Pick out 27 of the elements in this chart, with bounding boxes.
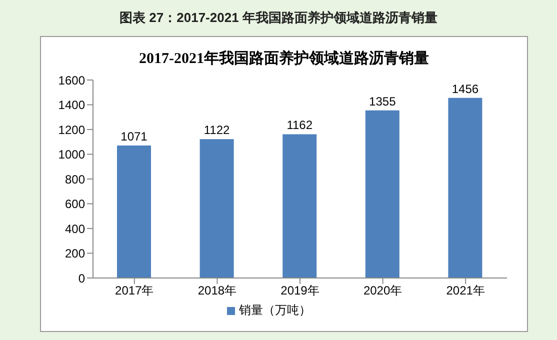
y-tick-label: 1400 <box>58 98 86 112</box>
x-tick-label: 2020年 <box>363 284 402 298</box>
x-tick-label: 2018年 <box>198 284 237 298</box>
legend-label: 销量（万吨） <box>239 303 311 317</box>
y-tick-label: 400 <box>64 222 86 236</box>
chart-title: 图表 27：2017-2021 年我国路面养护领域道路沥青销量 <box>118 9 438 27</box>
bar <box>448 98 482 278</box>
data-label: 1456 <box>452 82 479 96</box>
data-label: 1071 <box>120 129 148 144</box>
x-tick-label: 2017年 <box>115 284 154 298</box>
x-tick-label: 2021年 <box>446 284 485 298</box>
bar <box>117 145 151 278</box>
y-tick-label: 1200 <box>58 122 86 137</box>
y-tick-label: 200 <box>64 246 86 261</box>
y-tick-label: 600 <box>64 197 86 212</box>
chart-subtitle: 2017-2021年我国路面养护领域道路沥青销量 <box>138 49 430 68</box>
y-tick-label: 0 <box>78 271 86 286</box>
x-tick-label: 2019年 <box>280 284 320 298</box>
data-label: 1122 <box>204 123 230 138</box>
y-tick-label: 800 <box>64 172 86 186</box>
bar <box>282 134 317 278</box>
bar <box>365 110 400 278</box>
data-label: 1355 <box>369 94 396 108</box>
y-tick-label: 1000 <box>58 148 86 162</box>
bar <box>200 139 234 278</box>
y-tick-label: 1600 <box>58 73 86 88</box>
data-label: 1162 <box>286 118 313 132</box>
